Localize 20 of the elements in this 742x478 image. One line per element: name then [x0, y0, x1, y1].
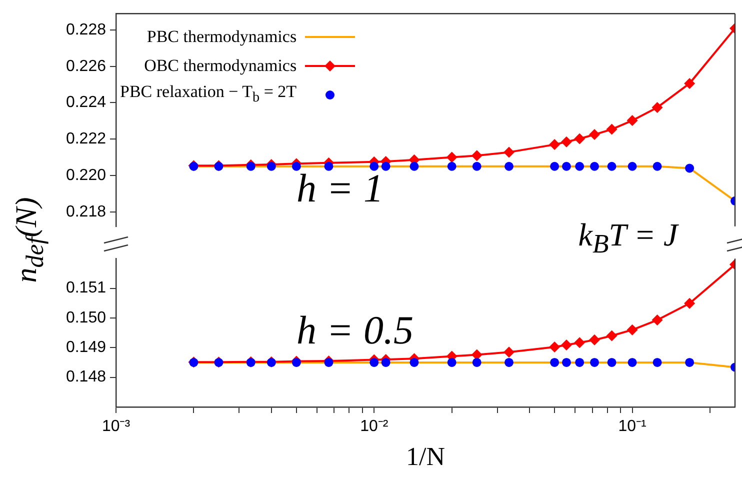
- x-tick-label: 10⁻¹: [618, 418, 646, 436]
- y-tick-label: 0.222: [66, 130, 106, 148]
- y-tick-label: 0.224: [66, 94, 106, 112]
- y-tick-label: 0.226: [66, 58, 106, 75]
- y-tick-label: 0.218: [66, 203, 106, 220]
- legend-label: PBC relaxation − T$_{b}$ = 2T: [120, 82, 297, 107]
- y-tick-label: 0.228: [66, 21, 106, 38]
- y-tick-label: 0.149: [66, 339, 106, 356]
- x-tick-label: 10⁻³: [102, 418, 131, 436]
- y-tick-label: 0.151: [66, 280, 106, 297]
- annotation: h = 0.5: [296, 306, 414, 354]
- annotation: k$_{B}$T = J: [578, 216, 678, 260]
- y-tick-label: 0.220: [66, 166, 106, 184]
- x-tick-label: 10⁻²: [360, 418, 389, 436]
- annotation: h = 1: [296, 164, 384, 212]
- y-tick-label: 0.148: [66, 368, 106, 386]
- legend-label: PBC thermodynamics: [146, 26, 297, 46]
- y-tick-label: 0.150: [66, 309, 106, 326]
- legend-label: OBC thermodynamics: [144, 56, 297, 76]
- x-axis-title: 1/N: [406, 442, 446, 472]
